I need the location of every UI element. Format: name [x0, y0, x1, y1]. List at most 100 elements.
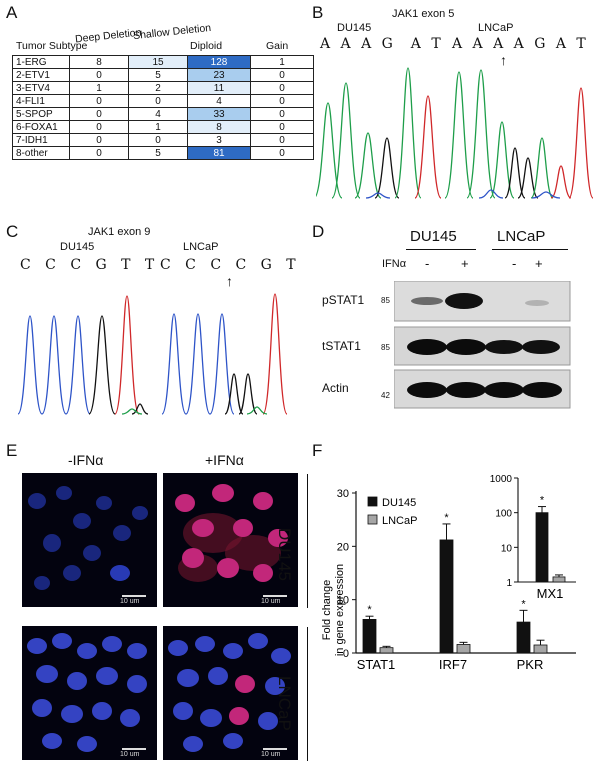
- table-cell-gain: 0: [250, 107, 314, 121]
- nucleus: [102, 636, 122, 652]
- y-tick-label: 0: [343, 648, 349, 660]
- table-cell-shallow: 4: [128, 107, 188, 121]
- band-pstat1-lane2: [445, 293, 483, 309]
- blot-lane-1: -: [425, 256, 430, 271]
- inset-bar-du145: [535, 512, 549, 583]
- scale-bar-text-1: 10 um: [120, 598, 140, 605]
- nucleus: [177, 669, 199, 687]
- inset-y-tick-label: 100: [495, 509, 512, 520]
- table-header-diploid: Diploid: [190, 40, 223, 52]
- nucleus: [195, 636, 215, 652]
- inset-x-tick-label: MX1: [537, 586, 564, 601]
- table-cell-diploid: 23: [187, 68, 251, 82]
- band-label-tstat1: tSTAT1: [322, 339, 361, 353]
- trace-peak: [489, 121, 515, 199]
- table-cell-subtype: 8-other: [12, 146, 70, 160]
- nucleus: [183, 736, 203, 752]
- band-marker-actin: 42: [381, 391, 390, 400]
- nucleus: [77, 643, 97, 659]
- table-row: 4-FLI1 0 0 4 0: [12, 94, 314, 108]
- nucleus: [132, 506, 148, 520]
- band-pstat1-lane4: [525, 300, 549, 306]
- micro-row-label-du145: DU145: [275, 528, 294, 581]
- nucleus: [63, 565, 81, 581]
- band-tstat1-lane3: [485, 340, 523, 354]
- scale-bar-text-4: 10 um: [261, 751, 281, 758]
- trace-peak: [530, 137, 554, 199]
- inset-bar-lncap: [552, 576, 566, 583]
- band-tstat1-lane2: [446, 339, 486, 355]
- blot-group-du145-underline: [406, 249, 476, 250]
- micro-du145-minus: [22, 473, 157, 607]
- y-tick-label: 10: [337, 595, 349, 607]
- panel-b-seq-lncap: A A A A G A T: [452, 36, 589, 52]
- table-cell-subtype: 1-ERG: [12, 55, 70, 69]
- table-cell-gain: 0: [250, 120, 314, 134]
- table-cell-shallow: 0: [128, 133, 188, 147]
- legend-swatch-lncap: [367, 514, 378, 525]
- table-cell-subtype: 5-SPOP: [12, 107, 70, 121]
- trace-peak: [41, 315, 67, 415]
- blot-treatment-label: IFNα: [382, 258, 407, 270]
- panel-b-arrow-icon: ↑: [500, 52, 507, 68]
- panel-letter-f: F: [312, 441, 323, 460]
- nucleus: [271, 648, 291, 664]
- western-blot: [394, 281, 571, 409]
- table-cell-subtype: 6-FOXA1: [12, 120, 70, 134]
- table-cell-shallow: 5: [128, 68, 188, 82]
- band-marker-tstat1: 85: [381, 343, 390, 352]
- nucleus: [32, 699, 52, 717]
- micro-row-divider-1: [307, 474, 308, 608]
- y-tick-label: 30: [337, 488, 349, 500]
- scale-bar: [263, 595, 287, 597]
- x-tick-label: PKR: [517, 657, 544, 672]
- nucleus: [127, 675, 147, 693]
- inset-y-tick-label: 1: [506, 578, 512, 589]
- trace-peak: [466, 69, 496, 199]
- table-cell-gain: 0: [250, 81, 314, 95]
- micro-col-label-plus: +IFNα: [205, 452, 244, 468]
- nucleus: [173, 702, 193, 720]
- nucleus: [28, 493, 46, 509]
- band-actin-lane3: [484, 382, 524, 398]
- x-tick-label: IRF7: [439, 657, 467, 672]
- band-marker-pstat1: 85: [381, 296, 390, 305]
- trace-peak: [504, 147, 526, 199]
- trace-peak: [161, 313, 187, 415]
- nucleus-pstat1: [182, 548, 204, 568]
- nucleus: [248, 633, 268, 649]
- nucleus-pstat1: [229, 707, 249, 725]
- trace-peak: [444, 71, 474, 199]
- trace-peak: [414, 95, 442, 199]
- nucleus: [56, 486, 72, 500]
- nucleus: [83, 545, 101, 561]
- micro-lncap-minus: [22, 626, 157, 760]
- table-cell-deep: 0: [69, 107, 129, 121]
- table-cell-shallow: 1: [128, 120, 188, 134]
- trace-peak: [121, 408, 143, 415]
- panel-letter-e: E: [6, 441, 18, 460]
- legend-swatch-du145: [367, 496, 378, 507]
- table-cell-gain: 0: [250, 68, 314, 82]
- table-cell-deep: 0: [69, 94, 129, 108]
- micro-row-divider-2: [307, 627, 308, 761]
- table-cell-gain: 1: [250, 55, 314, 69]
- trace-peak: [478, 189, 504, 199]
- table-row: 3-ETV4 1 2 11 0: [12, 81, 314, 95]
- table-cell-diploid: 11: [187, 81, 251, 95]
- nucleus: [208, 667, 228, 685]
- y-axis-label: Fold changein gene expression: [321, 564, 346, 656]
- table-cell-shallow: 5: [128, 146, 188, 160]
- nucleus: [127, 643, 147, 659]
- panel-c-arrow-icon: ↑: [226, 273, 233, 289]
- nucleus: [258, 712, 278, 730]
- blot-lane-3: -: [512, 256, 517, 271]
- cytoplasm-stain: [225, 535, 281, 571]
- trace-peak: [114, 295, 140, 415]
- nucleus: [96, 667, 118, 685]
- table-header-subtype: Tumor Subtype: [16, 40, 88, 52]
- table-cell-shallow: 2: [128, 81, 188, 95]
- table-cell-shallow: 0: [128, 94, 188, 108]
- nucleus-pstat1: [253, 564, 273, 582]
